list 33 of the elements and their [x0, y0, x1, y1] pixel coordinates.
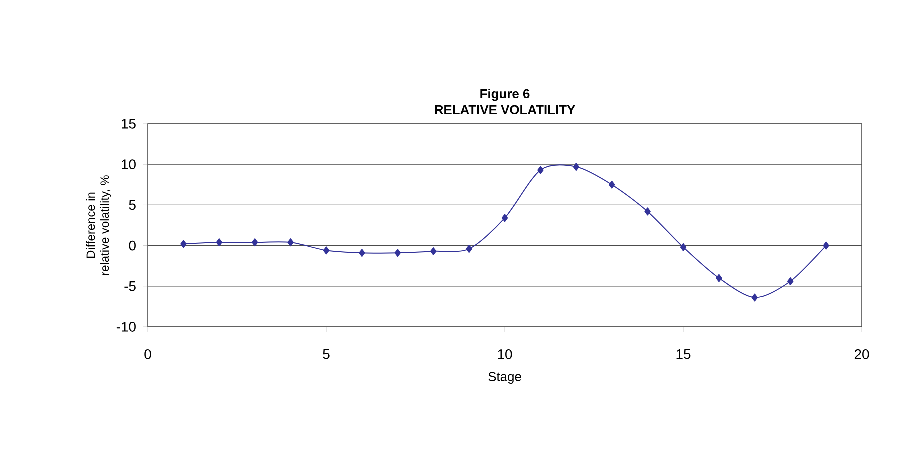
- y-tick-label: 0: [129, 240, 136, 251]
- point: [430, 247, 437, 256]
- point: [538, 166, 544, 174]
- point: [216, 238, 223, 247]
- point: [608, 180, 616, 189]
- point: [466, 245, 472, 254]
- point: [180, 240, 187, 248]
- point: [288, 238, 294, 247]
- point: [252, 238, 258, 247]
- x-tick-label: 15: [676, 350, 691, 360]
- point: [752, 294, 758, 302]
- y-axis-title: Difference in relative volatility, %: [86, 176, 112, 276]
- x-tick-label: 20: [854, 350, 870, 360]
- x-tick-label: 10: [498, 350, 512, 360]
- point: [323, 246, 330, 255]
- x-axis-title: Stage: [488, 372, 522, 384]
- x-tick-label: 0: [144, 350, 152, 360]
- point: [787, 278, 794, 286]
- y-tick-label: -10: [116, 322, 136, 332]
- y-tick-label: 10: [122, 160, 136, 170]
- point: [680, 243, 687, 252]
- point: [823, 242, 830, 250]
- point: [573, 163, 580, 172]
- point: [716, 274, 722, 282]
- chart-title: Figure 6 RELATIVE VOLATILITY: [435, 89, 576, 114]
- point: [502, 214, 508, 222]
- y-tick-label: 15: [122, 119, 136, 129]
- x-tick-label: 5: [323, 350, 330, 360]
- point: [644, 208, 651, 216]
- y-tick-label: -5: [124, 282, 136, 292]
- y-tick-label: 5: [129, 200, 136, 210]
- point: [394, 249, 402, 258]
- point: [359, 249, 366, 258]
